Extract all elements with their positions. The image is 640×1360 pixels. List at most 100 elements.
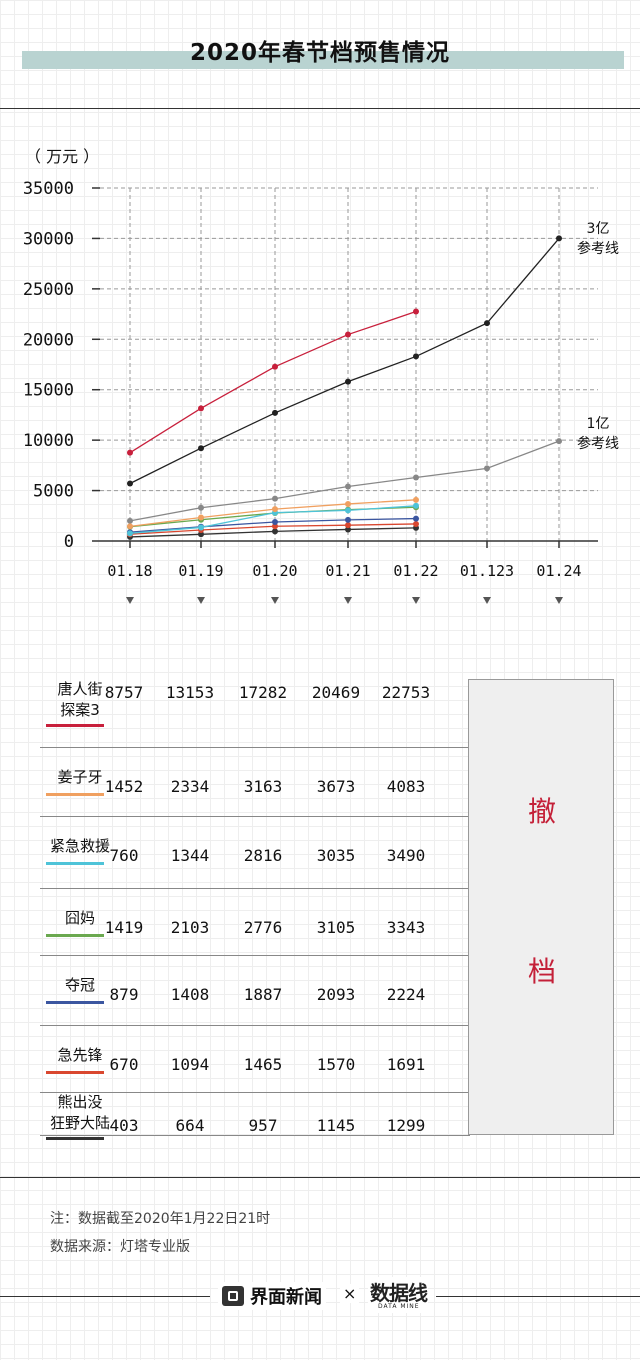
footer-divider (0, 1177, 640, 1178)
title-highlight-bar (22, 51, 624, 69)
table-row: 囧妈 1419 2103 2776 3105 3343 (40, 888, 470, 956)
ref-1yi-point (345, 483, 351, 490)
table-cell: 760 (109, 846, 139, 865)
note-text: 注：数据截至2020年1月22日21时 (50, 1211, 271, 1227)
table-cell: 879 (109, 985, 139, 1004)
table-cell: 3673 (316, 777, 356, 796)
series-0-point (127, 449, 133, 456)
ref-1yi-point (272, 495, 278, 502)
row-film-name: 姜子牙 (57, 768, 103, 786)
footer-rule-right (436, 1296, 640, 1297)
series-0-point (413, 308, 419, 315)
table-row: 急先锋 670 1094 1465 1570 1691 (40, 1025, 470, 1093)
table-cell: 2816 (243, 846, 283, 865)
ref-3yi-point (556, 235, 562, 242)
y-tick-label: 35000 (23, 179, 74, 199)
table-row: 熊出没 狂野大陆 403 664 957 1145 1299 (40, 1092, 470, 1140)
source-text: 数据来源：灯塔专业版 (50, 1239, 190, 1255)
series-6-point (198, 531, 204, 538)
jiemian-brand: 界面新闻 (218, 1282, 326, 1310)
x-date-triangle-icon (126, 597, 134, 604)
row-film-name: 唐人街 探案3 (57, 680, 103, 719)
table-cell: 1145 (316, 1116, 356, 1135)
table-cell: 1691 (386, 1055, 426, 1074)
table-row: 夺冠 879 1408 1887 2093 2224 (40, 955, 470, 1026)
y-axis-unit-label: （ 万元 ） (25, 147, 100, 166)
table-cell: 957 (248, 1116, 278, 1135)
series-2-point (413, 502, 419, 509)
row-film-name: 囧妈 (64, 909, 95, 927)
series-2-point (345, 507, 351, 514)
row-film-name: 熊出没 狂野大陆 (49, 1093, 110, 1132)
y-tick-label: 30000 (23, 229, 74, 249)
x-tick-label: 01.20 (252, 562, 297, 580)
ref-1yi-point (556, 438, 562, 445)
table-cell: 1452 (104, 777, 144, 796)
x-date-triangle-icon (412, 597, 420, 604)
y-tick-label: 10000 (23, 431, 74, 451)
x-date-triangle-icon (197, 597, 205, 604)
series-0-point (272, 363, 278, 370)
series-1-point (127, 523, 133, 530)
series-4-point (345, 516, 351, 523)
row-legend-swatch (46, 934, 104, 937)
table-cell: 664 (175, 1116, 205, 1135)
table-row: 唐人街 探案3 8757 13153 17282 20469 22753 (40, 679, 470, 748)
ref-1yi-point (413, 474, 419, 481)
withdrawn-panel: 撤 档 (468, 679, 614, 1135)
ref-3yi-point (413, 353, 419, 360)
row-legend-swatch (46, 793, 104, 796)
page-title: 2020年春节档预售情况 (189, 40, 450, 66)
header-divider (0, 108, 640, 109)
datamine-logo-mark: 数据线 (370, 1281, 428, 1305)
table-cell: 403 (109, 1116, 139, 1135)
series-1-point (413, 496, 419, 503)
table-cell: 22753 (381, 683, 431, 702)
x-date-triangle-icon (271, 597, 279, 604)
ref-1yi-point (127, 517, 133, 524)
withdrawn-char-1: 撤 (527, 795, 556, 828)
table-cell: 3343 (386, 918, 426, 937)
x-tick-label: 01.22 (393, 562, 438, 580)
series-6-point (272, 528, 278, 535)
table-cell: 670 (109, 1055, 139, 1074)
row-legend-swatch (46, 1137, 104, 1140)
table-cell: 17282 (238, 683, 288, 702)
footer-rule-left (0, 1296, 210, 1297)
series-1-point (198, 514, 204, 521)
table-cell: 1408 (170, 985, 210, 1004)
x-tick-label: 01.19 (178, 562, 223, 580)
row-legend-swatch (46, 724, 104, 727)
table-cell: 20469 (311, 683, 361, 702)
x-date-triangle-icon (555, 597, 563, 604)
y-tick-label: 25000 (23, 280, 74, 300)
table-cell: 2224 (386, 985, 426, 1004)
table-cell: 1344 (170, 846, 210, 865)
reference-line-label: 参考线 (577, 240, 619, 257)
ref-3yi-line (129, 238, 560, 485)
table-cell: 4083 (386, 777, 426, 796)
table-cell: 1570 (316, 1055, 356, 1074)
table-cell: 2093 (316, 985, 356, 1004)
table-cell: 1094 (170, 1055, 210, 1074)
jiemian-logo-icon (222, 1286, 244, 1306)
series-2-point (127, 530, 133, 537)
y-tick-label: 20000 (23, 330, 74, 350)
reference-line-label: 参考线 (577, 435, 619, 452)
series-4-point (413, 515, 419, 522)
row-legend-swatch (46, 862, 104, 865)
withdrawn-char-2: 档 (527, 955, 556, 988)
table-cell: 1465 (243, 1055, 283, 1074)
series-2-point (198, 524, 204, 531)
presale-line-chart: 0 5000 10000 15000 20000 25000 30000 35000 01.18… (23, 179, 619, 604)
table-cell: 1299 (386, 1116, 426, 1135)
ref-3yi-point (127, 480, 133, 487)
table-cell: 3105 (316, 918, 356, 937)
series-5-point (345, 522, 351, 529)
datamine-logo-sub: DATA MINE (378, 1303, 420, 1310)
x-tick-label: 01.21 (325, 562, 370, 580)
ref-1yi-line (129, 440, 560, 522)
row-legend-swatch (46, 1071, 104, 1074)
table-cell: 3035 (316, 846, 356, 865)
series-0-point (198, 405, 204, 412)
